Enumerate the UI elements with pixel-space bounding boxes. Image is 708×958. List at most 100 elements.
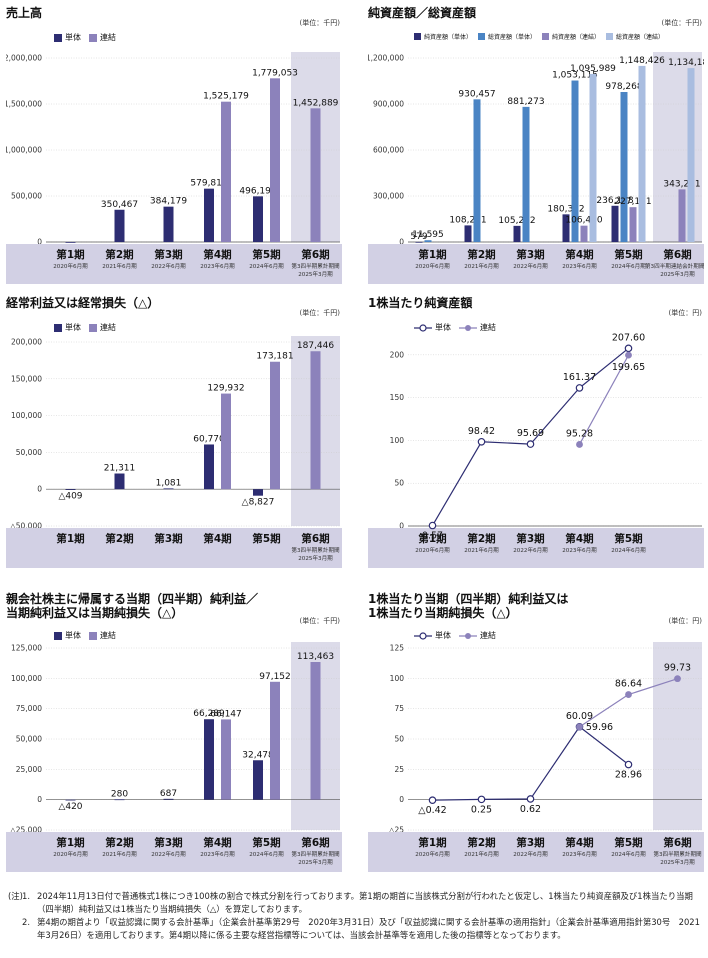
y-tick-label: 1,500,000 [6, 100, 42, 109]
x-category-label: 第3期 [516, 532, 544, 545]
bar [221, 719, 231, 800]
bar [114, 209, 125, 242]
data-label: 1,081 [156, 478, 182, 488]
data-label: 108,271 [449, 215, 486, 225]
data-label: 687 [160, 789, 177, 799]
y-tick-label: 50 [394, 479, 404, 488]
chart-title: 売上高 [6, 6, 43, 20]
data-label: 129,932 [207, 384, 244, 394]
x-period-label: 2020年6月期 [415, 262, 450, 270]
legend-swatch [89, 631, 97, 640]
x-category-label: 第2期 [105, 248, 133, 261]
y-tick-label: 125 [390, 644, 405, 653]
data-label: 180,362 [547, 204, 584, 214]
legend-item: 純資産額（単体） [414, 32, 472, 41]
legend-item: 総資産額（連結） [606, 32, 664, 41]
bar [638, 65, 646, 242]
chart-panel-assets: 純資産額／総資産額 (単位：千円) 純資産額（単体） 総資産額（単体） 純資産額… [368, 6, 704, 286]
y-tick-label: 900,000 [373, 100, 404, 109]
x-period-label: 2021年6月期 [102, 262, 137, 270]
x-category-label: 第1期 [56, 248, 84, 261]
legend-marker [459, 324, 477, 331]
y-tick-label: 200 [390, 350, 405, 359]
legend-item: 単体 [54, 322, 81, 333]
data-label: 384,179 [150, 197, 187, 207]
bar [415, 241, 423, 243]
unit-label: (単位：千円) [299, 309, 340, 317]
y-tick-label: 1,200,000 [368, 54, 404, 63]
y-tick-label: 0 [399, 795, 404, 804]
x-category-label: 第6期 [301, 248, 329, 261]
x-category-label: 第5期 [252, 532, 280, 545]
series-line [578, 354, 630, 445]
x-period-label: 2022年6月期 [151, 850, 186, 858]
series-line [530, 726, 580, 800]
data-label: 21,311 [104, 464, 136, 474]
data-label: 32,478 [242, 750, 274, 760]
x-period-label: 2024年6月期 [611, 850, 646, 858]
x-period-label: 2023年6月期 [562, 262, 597, 270]
legend-marker [414, 631, 432, 640]
y-tick-label: 600,000 [373, 146, 404, 155]
legend-swatch [89, 323, 97, 332]
y-tick-label: 100 [390, 674, 405, 683]
data-label: 105,262 [498, 216, 535, 226]
bar [611, 205, 619, 242]
x-category-label: 第3期 [154, 532, 182, 545]
bar [65, 799, 76, 801]
footnotes: (注) 1. 2024年11月13日付で普通株式1株につき100株の割合で株式分… [8, 890, 704, 942]
series-line [628, 678, 678, 696]
legend: 単体 連結 [54, 32, 116, 43]
data-point [526, 795, 535, 803]
data-label: 1,053,115 [552, 71, 598, 81]
legend-label: 連結 [100, 33, 116, 42]
data-label: 86.64 [615, 679, 642, 690]
legend-label: 単体 [65, 33, 81, 42]
legend-item: 純資産額（連結） [542, 32, 600, 41]
chart-svg: 0500,0001,000,0001,500,0002,000,000第1期20… [6, 52, 342, 284]
x-category-label: 第3期 [516, 836, 544, 849]
x-period-label: 第3四半期累計期間 [653, 850, 702, 858]
legend: 単体 連結 [54, 322, 116, 333]
bar [221, 101, 231, 242]
y-tick-label: 50,000 [16, 735, 42, 744]
y-tick-label: 1,000,000 [6, 146, 42, 155]
chart-title: 1株当たり当期（四半期）純利益又は 1株当たり当期純損失（△） [368, 592, 569, 620]
y-tick-label: 50,000 [16, 448, 42, 457]
data-label: 95.28 [566, 428, 593, 439]
data-label: △409 [58, 492, 82, 502]
x-category-label: 第2期 [467, 248, 495, 261]
x-category-label: 第3期 [154, 836, 182, 849]
data-point [624, 760, 633, 769]
x-period-label: 2022年6月期 [151, 262, 186, 270]
y-tick-label: 75 [394, 704, 404, 713]
x-category-label: 第2期 [105, 836, 133, 849]
legend-swatch [542, 33, 550, 40]
legend-swatch [54, 33, 62, 42]
x-period-label: 2023年6月期 [200, 850, 235, 858]
data-label: 66,289 [193, 709, 225, 719]
x-category-label: 第4期 [565, 836, 593, 849]
bar [253, 196, 263, 242]
bar [253, 760, 263, 800]
x-category-label: 第5期 [252, 836, 280, 849]
x-category-label: 第6期 [301, 836, 329, 849]
x-period-label: 2022年6月期 [513, 546, 548, 554]
legend: 単体 連結 [414, 322, 496, 333]
data-label: 1,095,989 [570, 64, 616, 74]
legend-swatch [606, 33, 614, 40]
y-tick-label: 200,000 [11, 338, 42, 347]
chart-svg: △50,000 0 50,000 100,000 150,000 200,000 第1期 第2… [6, 336, 342, 568]
y-tick-label: 75,000 [16, 704, 42, 713]
legend-swatch [414, 33, 421, 40]
data-label: 106,490 [565, 216, 602, 226]
data-label: 227,141 [614, 197, 651, 207]
y-tick-label: 0 [399, 238, 404, 247]
y-tick-label: 25,000 [16, 765, 42, 774]
bar [221, 393, 231, 490]
data-point [575, 384, 584, 392]
data-point [428, 521, 437, 530]
bar [163, 488, 174, 490]
series-line [481, 441, 531, 445]
bar [204, 444, 214, 490]
